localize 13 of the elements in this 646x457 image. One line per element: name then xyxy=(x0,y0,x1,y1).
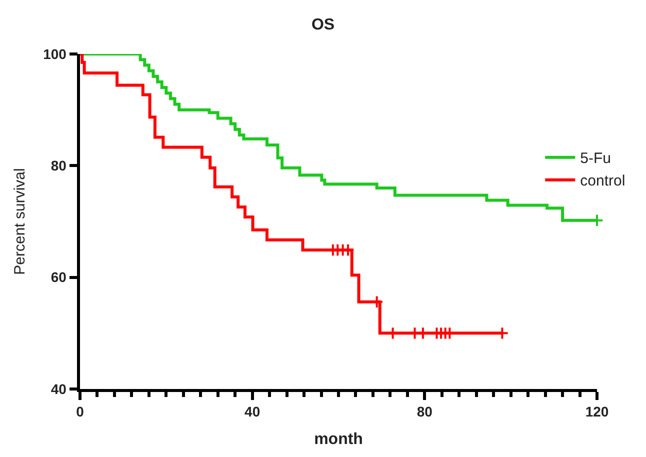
x-axis-title: month xyxy=(314,431,363,448)
x-tick-label: 80 xyxy=(416,404,433,420)
x-tick-label: 120 xyxy=(585,404,609,420)
legend-label: control xyxy=(580,172,626,190)
x-tick-label: 40 xyxy=(244,404,260,420)
x-tick-label: 0 xyxy=(76,404,84,420)
y-tick-label: 80 xyxy=(50,158,67,174)
chart-title: OS xyxy=(311,16,335,34)
y-tick-label: 40 xyxy=(50,380,67,397)
y-tick-label: 60 xyxy=(50,269,67,286)
y-tick-label: 100 xyxy=(43,46,67,62)
y-axis-title: Percent survival xyxy=(11,168,28,275)
legend-label: 5-Fu xyxy=(580,150,611,168)
